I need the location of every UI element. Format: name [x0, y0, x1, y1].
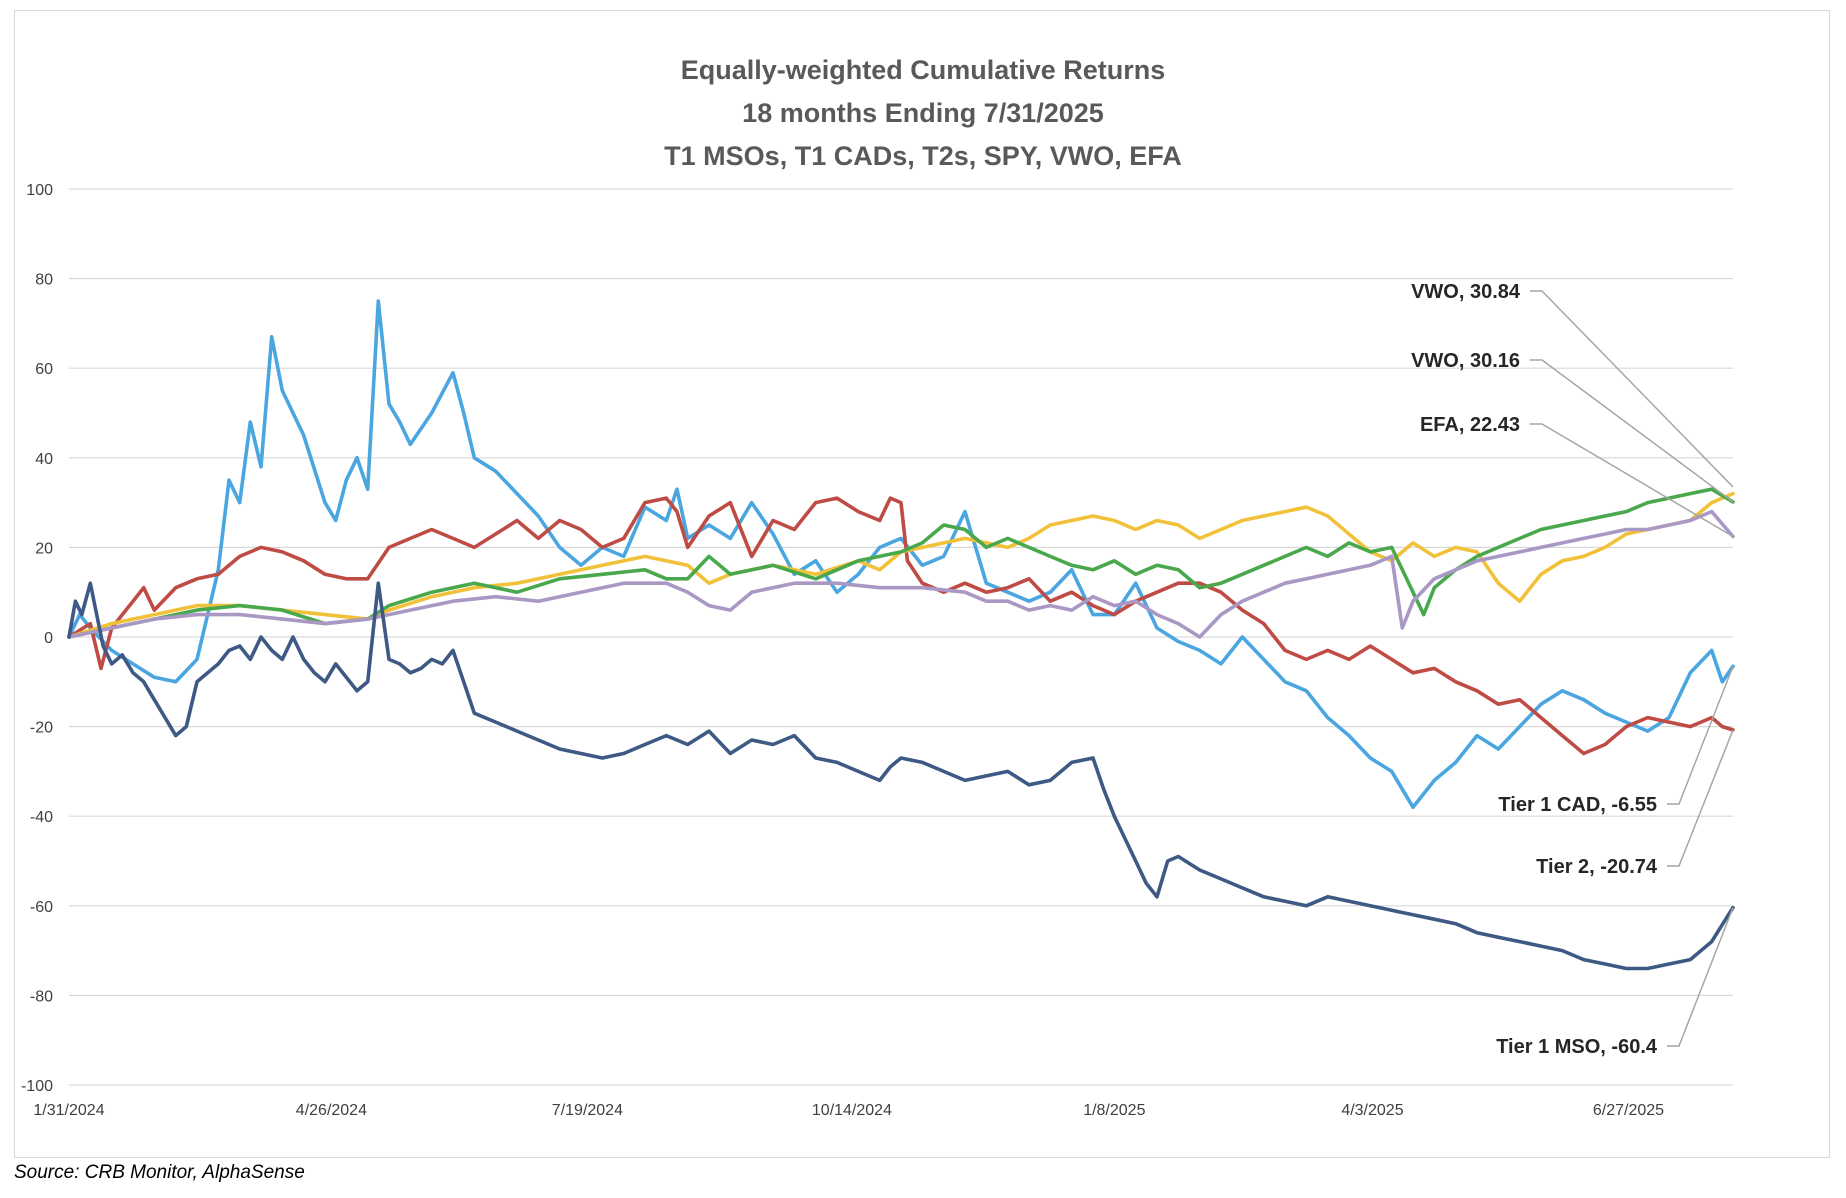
callouts: VWO, 30.84 VWO, 30.16 EFA, 22.43 Tier 1 CAD… — [1411, 281, 1734, 1058]
series-lines — [67, 299, 1735, 971]
line-chart: Equally-weighted Cumulative Returns 18 mo… — [21, 55, 1735, 1119]
x-tick-label: 1/8/2025 — [1083, 1102, 1145, 1119]
x-tick-label: 10/14/2024 — [812, 1102, 892, 1119]
y-tick-label: -100 — [21, 1078, 53, 1095]
series-line-tier-1-mso — [67, 581, 1735, 971]
callout-label: Tier 1 CAD, -6.55 — [1498, 794, 1657, 816]
chart-title-line: Equally-weighted Cumulative Returns — [681, 55, 1166, 85]
chart-frame: Equally-weighted Cumulative Returns 18 mo… — [14, 10, 1830, 1158]
x-tick-label: 4/3/2025 — [1341, 1102, 1403, 1119]
x-tick-label: 6/27/2025 — [1593, 1102, 1664, 1119]
x-tick-label: 7/19/2024 — [552, 1102, 623, 1119]
gridlines — [69, 188, 1733, 1086]
y-tick-label: 20 — [35, 540, 53, 557]
chart-title: Equally-weighted Cumulative Returns 18 mo… — [664, 55, 1182, 171]
series-line-efa — [67, 509, 1735, 639]
y-tick-label: 100 — [26, 182, 53, 199]
y-tick-label: 60 — [35, 361, 53, 378]
y-tick-label: -80 — [30, 988, 53, 1005]
callout-label: VWO, 30.84 — [1411, 281, 1521, 303]
x-axis-tick-labels: 1/31/2024 4/26/2024 7/19/2024 10/14/2024 1/8… — [33, 1102, 1664, 1119]
y-axis-tick-labels: 100 80 60 40 20 0 -20 -40 -60 -80 -100 — [21, 182, 53, 1095]
callout-leader-line — [1667, 666, 1734, 805]
y-tick-label: 0 — [44, 630, 53, 647]
series-line-vwo — [67, 487, 1735, 639]
chart-title-line: T1 MSOs, T1 CADs, T2s, SPY, VWO, EFA — [664, 141, 1182, 171]
y-tick-label: -20 — [30, 720, 53, 737]
series-line-tier-1-cad — [67, 299, 1735, 809]
y-tick-label: -60 — [30, 899, 53, 916]
callout-label: VWO, 30.16 — [1411, 350, 1520, 372]
series-line-spy — [67, 491, 1735, 639]
callout-label: Tier 2, -20.74 — [1536, 856, 1658, 878]
y-tick-label: 80 — [35, 272, 53, 289]
x-tick-label: 1/31/2024 — [33, 1102, 104, 1119]
x-tick-label: 4/26/2024 — [296, 1102, 367, 1119]
callout-leader-line — [1530, 359, 1734, 503]
source-note: Source: CRB Monitor, AlphaSense — [14, 1162, 305, 1183]
callout-label: EFA, 22.43 — [1420, 414, 1520, 436]
series-line-tier-2 — [67, 496, 1735, 756]
callout-leader-line — [1530, 290, 1734, 488]
y-tick-label: 40 — [35, 451, 53, 468]
y-tick-label: -40 — [30, 809, 53, 826]
chart-title-line: 18 months Ending 7/31/2025 — [742, 98, 1104, 128]
callout-leader-line — [1530, 423, 1734, 538]
callout-label: Tier 1 MSO, -60.4 — [1496, 1036, 1658, 1058]
callout-leader-line — [1667, 729, 1734, 867]
callout-leader-line — [1667, 907, 1734, 1047]
